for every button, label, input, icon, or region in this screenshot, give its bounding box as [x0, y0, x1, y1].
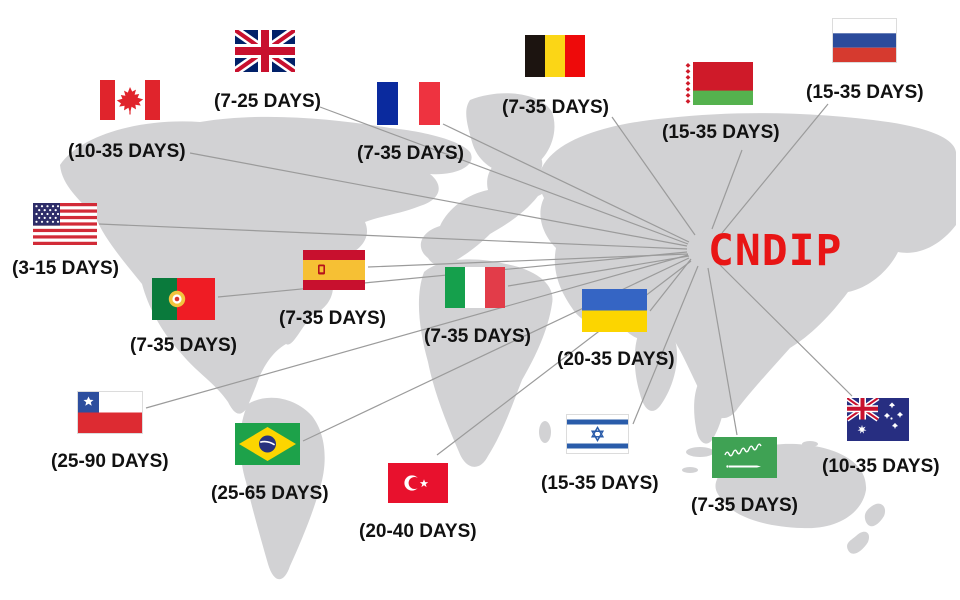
- shipping-days-belarus: (15-35 DAYS): [662, 122, 780, 143]
- route-line-spain: [367, 253, 689, 268]
- japan: [795, 282, 825, 321]
- route-line-canada: [189, 152, 688, 247]
- southeast-asia: [694, 376, 725, 444]
- spain-flag-icon: [303, 250, 365, 290]
- saudi-arabia-flag-icon: [712, 437, 777, 478]
- asia: [538, 113, 956, 419]
- route-line-chile: [145, 254, 689, 409]
- new-zealand: [864, 503, 886, 527]
- shipping-days-united-states: (3-15 DAYS): [12, 258, 120, 279]
- madagascar: [539, 421, 551, 443]
- shipping-days-brazil: (25-65 DAYS): [211, 483, 329, 504]
- shipping-days-israel: (15-35 DAYS): [541, 473, 659, 494]
- italy-flag-icon: [445, 267, 505, 308]
- france-flag-icon: [377, 82, 440, 125]
- shipping-days-united-kingdom: (7-25 DAYS): [214, 91, 322, 112]
- route-line-australia: [717, 262, 853, 397]
- portugal-flag-icon: [152, 278, 215, 320]
- shipping-days-canada: (10-35 DAYS): [68, 141, 186, 162]
- route-line-brazil: [302, 257, 690, 442]
- route-line-saudi-arabia: [707, 267, 738, 436]
- route-line-israel: [632, 265, 699, 425]
- route-line-united-states: [98, 223, 688, 250]
- brazil-flag-icon: [235, 423, 300, 465]
- united-states-flag-icon: [33, 203, 97, 245]
- turkey-flag-icon: [388, 463, 448, 503]
- route-line-italy: [507, 255, 690, 287]
- north-america: [60, 116, 472, 414]
- shipping-days-france: (7-35 DAYS): [357, 143, 465, 164]
- shipping-days-australia: (10-35 DAYS): [822, 456, 940, 477]
- route-line-ukraine: [649, 258, 692, 312]
- shipping-days-spain: (7-35 DAYS): [279, 308, 387, 329]
- route-line-russia: [721, 103, 829, 234]
- route-line-turkey: [436, 260, 692, 456]
- united-kingdom-flag-icon: [235, 30, 295, 72]
- shipping-days-italy: (7-35 DAYS): [424, 326, 532, 347]
- shipping-days-chile: (25-90 DAYS): [51, 451, 169, 472]
- route-line-united-kingdom: [319, 106, 689, 245]
- shipping-days-ukraine: (20-35 DAYS): [557, 349, 675, 370]
- australia-flag-icon: [847, 398, 909, 441]
- belarus-flag-icon: [683, 62, 753, 105]
- chile-flag-icon: [77, 391, 143, 434]
- ukraine-flag-icon: [582, 289, 647, 332]
- israel-flag-icon: [566, 414, 629, 454]
- shipping-days-portugal: (7-35 DAYS): [130, 335, 238, 356]
- shipping-days-russia: (15-35 DAYS): [806, 82, 924, 103]
- route-line-belgium: [611, 116, 696, 236]
- belgium-flag-icon: [525, 35, 585, 77]
- route-line-belarus: [711, 149, 743, 230]
- canada-flag-icon: [100, 80, 160, 120]
- shipping-days-belgium: (7-35 DAYS): [502, 97, 610, 118]
- route-line-france: [442, 123, 690, 243]
- shipping-days-saudi-arabia: (7-35 DAYS): [691, 495, 799, 516]
- africa: [418, 259, 553, 467]
- russia-flag-icon: [832, 18, 897, 63]
- brand-title: CNDIP: [708, 226, 843, 276]
- shipping-days-turkey: (20-40 DAYS): [359, 521, 477, 542]
